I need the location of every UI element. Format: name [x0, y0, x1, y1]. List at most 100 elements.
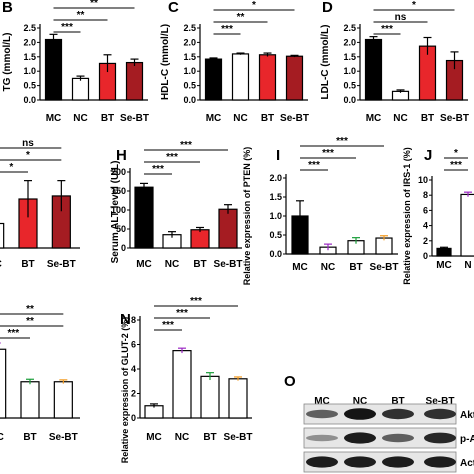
bar-nc	[71, 77, 90, 101]
x-tick-label: NC	[165, 259, 179, 270]
y-tick-label: 0	[423, 251, 428, 261]
bar-mc	[204, 58, 223, 101]
x-tick-label: BT	[203, 432, 216, 443]
y-tick-label: 2.0	[343, 37, 356, 47]
significance-label: *	[252, 0, 256, 11]
significance-label: ***	[166, 152, 178, 163]
x-tick-label: NC	[175, 432, 189, 443]
x-tick-label: NC	[0, 432, 4, 443]
panel-letter: I	[276, 147, 280, 164]
y-axis-label: HDL-C (mmol/L)	[160, 24, 171, 100]
y-tick-label: 4	[423, 221, 428, 231]
x-tick-label: N	[464, 260, 471, 271]
blot-band	[382, 456, 414, 468]
significance-label: ***	[221, 24, 233, 35]
y-tick-label: 1.0	[23, 66, 36, 76]
panel-letter: D	[322, 0, 333, 16]
significance-label: ***	[322, 148, 334, 159]
y-axis-label: Serum ALT level (U/L)	[110, 161, 121, 264]
blot-band	[306, 434, 338, 442]
blot-band	[382, 408, 414, 420]
x-tick-label: NC	[73, 113, 87, 124]
panel-letter: B	[2, 0, 13, 16]
lane-label: NC	[353, 396, 367, 407]
significance-label: **	[237, 12, 245, 23]
y-tick-label: 1.5	[343, 52, 356, 62]
significance-label: ***	[190, 296, 202, 307]
y-tick-label: 2.5	[183, 23, 196, 33]
y-axis-label: Relative expression of IRS-1 (%)	[402, 147, 412, 285]
blot-row-label: p-A	[460, 434, 474, 445]
significance-label: ns	[22, 138, 34, 149]
y-tick-label: 2	[423, 236, 428, 246]
panel-letter: C	[168, 0, 179, 16]
y-tick-label: 200	[111, 167, 126, 177]
chart-panel-d: D 0.0 0.5 1.0 1.5 2.0 2.5 LDL-C (mmol/L) MC NC BT S…	[320, 0, 469, 124]
y-tick-label: 2.5	[23, 23, 36, 33]
x-tick-label: MC	[436, 260, 452, 271]
significance-label: ***	[162, 320, 174, 331]
x-tick-label: Se-BT	[440, 113, 469, 124]
bar-se-bt	[285, 55, 304, 101]
y-tick-label: 1.0	[183, 66, 196, 76]
bar-se-bt	[375, 237, 393, 255]
lane-label: BT	[391, 396, 404, 407]
blot-band	[344, 432, 376, 444]
x-tick-label: MC	[46, 113, 62, 124]
y-tick-label: 0.0	[23, 95, 36, 105]
y-tick-label: 2.0	[23, 37, 36, 47]
y-tick-label: 1.5	[269, 192, 282, 202]
bar-nc	[0, 348, 7, 419]
y-tick-label: 1.0	[269, 211, 282, 221]
blot-band	[424, 408, 456, 420]
bar-bt	[20, 381, 40, 419]
y-tick-label: 0.5	[343, 81, 356, 91]
significance-label: **	[90, 0, 98, 9]
bar-nc	[0, 222, 5, 249]
x-tick-label: Se-BT	[120, 113, 149, 124]
y-tick-label: 0	[121, 243, 126, 253]
x-tick-label: Se-BT	[224, 432, 253, 443]
panel-letter: J	[424, 147, 432, 164]
bar-mc	[364, 38, 383, 101]
x-tick-label: MC	[146, 432, 162, 443]
y-tick-label: 2.0	[269, 173, 282, 183]
x-tick-label: Se-BT	[49, 432, 78, 443]
significance-label: ***	[336, 136, 348, 147]
blot-band	[424, 456, 456, 468]
panel-letter: O	[284, 373, 296, 390]
x-tick-label: MC	[206, 113, 222, 124]
significance-label: *	[9, 162, 13, 173]
bar-bt	[190, 229, 210, 249]
y-tick-label: 6	[131, 340, 136, 350]
y-tick-label: 0.0	[183, 95, 196, 105]
blot-band	[382, 433, 414, 443]
significance-label: *	[454, 148, 458, 159]
significance-label: *	[412, 0, 416, 11]
y-tick-label: 0.5	[183, 81, 196, 91]
significance-label: *	[26, 150, 30, 161]
x-tick-label: MC	[366, 113, 382, 124]
y-axis-label: TG (mmol/L)	[2, 33, 13, 92]
blot-row-label: Act	[460, 458, 474, 469]
x-tick-label: BT	[421, 113, 434, 124]
x-tick-label: MC	[136, 259, 152, 270]
significance-label: ***	[450, 160, 462, 171]
significance-label: ***	[176, 308, 188, 319]
y-tick-label: 0.0	[343, 95, 356, 105]
bar-mc	[44, 38, 63, 101]
x-tick-label: Se-BT	[280, 113, 309, 124]
y-axis-label: LDL-C (mmol/L)	[320, 25, 331, 100]
x-tick-label: BT	[261, 113, 274, 124]
bar-se-bt	[228, 378, 248, 419]
y-tick-label: 1.5	[23, 52, 36, 62]
y-tick-label: 150	[111, 186, 126, 196]
significance-label: ***	[61, 22, 73, 33]
y-tick-label: 2.0	[183, 37, 196, 47]
blot-row-label: Akt	[460, 410, 474, 421]
significance-label: ns	[395, 12, 407, 23]
